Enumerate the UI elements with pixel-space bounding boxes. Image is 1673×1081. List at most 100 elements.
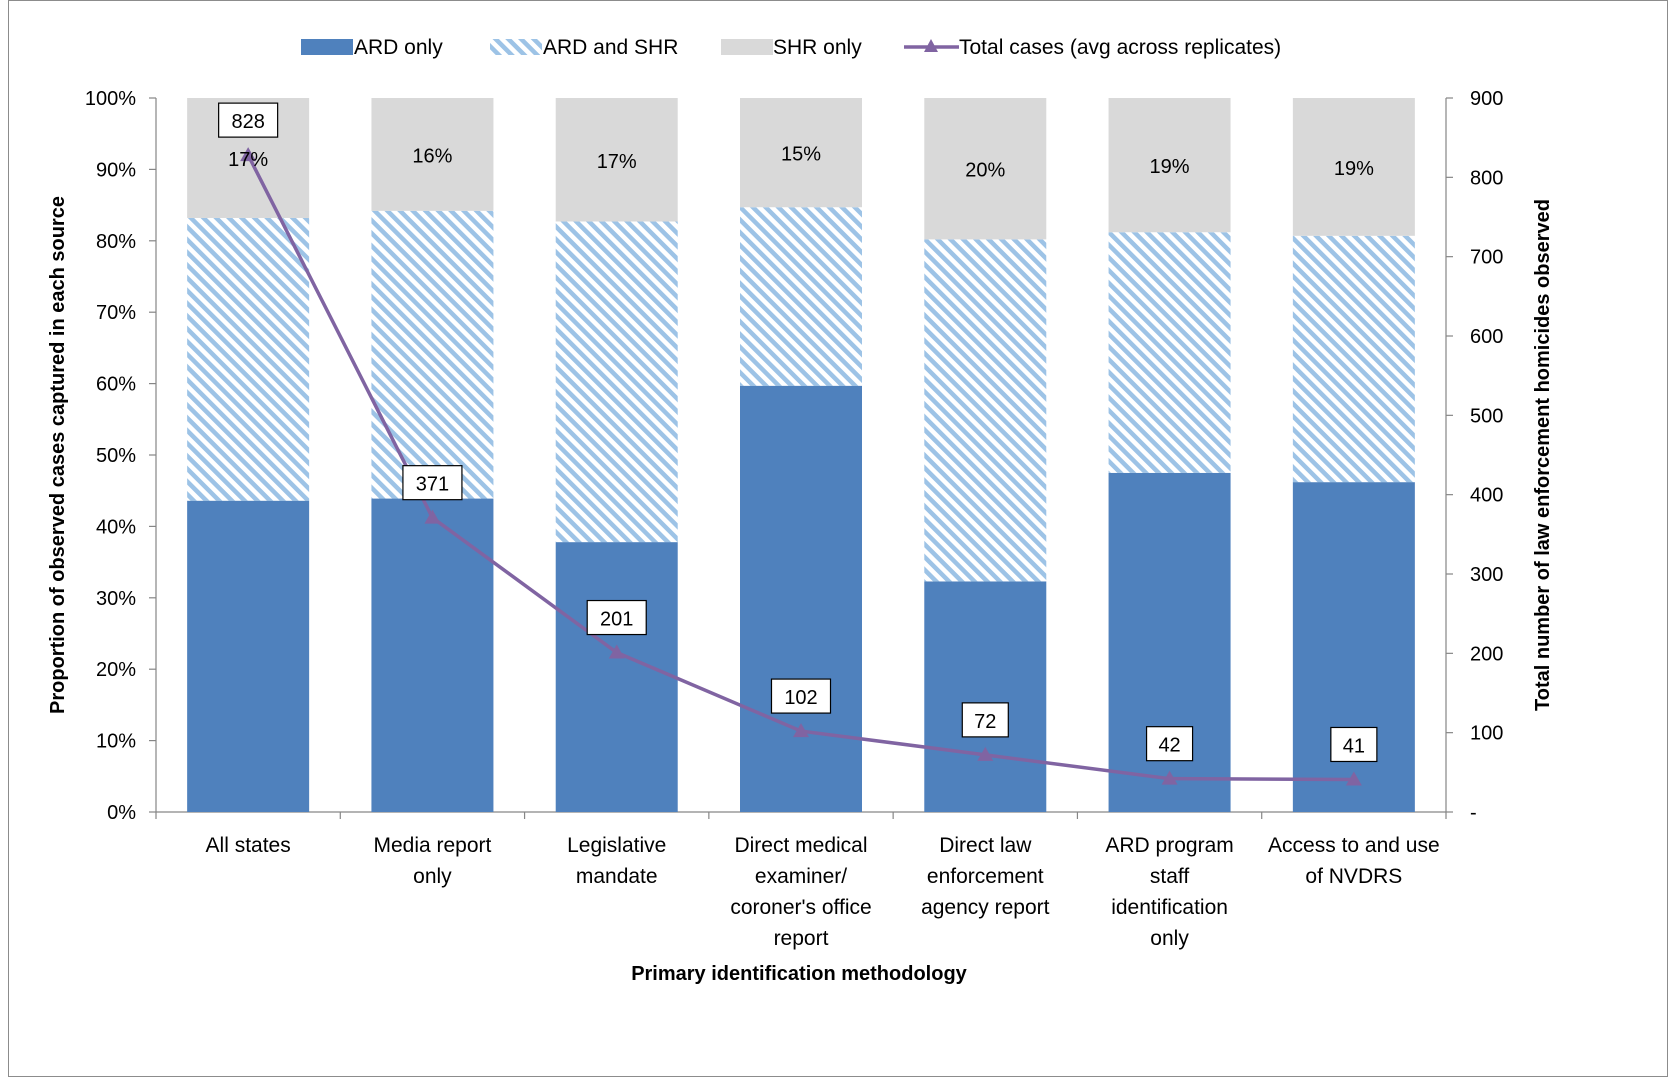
x-category-label-line: Legislative <box>567 834 666 857</box>
shr-only-data-label: 17% <box>597 151 637 173</box>
total-cases-label-box <box>1145 726 1194 762</box>
y2-tick-label: 100 <box>1470 723 1503 745</box>
bar-ard-and-shr <box>371 210 494 499</box>
bar-ard-and-shr <box>1108 232 1231 473</box>
shr-only-data-label: 16% <box>412 145 452 167</box>
x-category-label: Media report only <box>373 834 491 888</box>
x-category-label-line: examiner/ <box>755 865 847 888</box>
bar-shr-only <box>371 98 494 211</box>
y-tick-label: 0% <box>107 802 136 824</box>
bar-ard-and-shr <box>1292 235 1415 483</box>
legend: ARD only ARD and SHR SHR only Total case… <box>301 36 1281 59</box>
y-tick-label: 30% <box>96 588 136 610</box>
shr-only-data-label: 15% <box>781 144 821 166</box>
x-category-label-line: Direct medical <box>734 834 867 857</box>
bar-ard-only <box>924 581 1047 812</box>
x-category-label-line: report <box>774 927 829 950</box>
x-category-label: ARD program staff identification only <box>1105 834 1233 950</box>
bar-shr-only <box>1292 98 1415 236</box>
y2-tick-label: 200 <box>1470 643 1503 665</box>
total-cases-data-label: 371 <box>416 474 449 496</box>
total-cases-label-box <box>586 599 647 636</box>
bar-shr-only <box>924 98 1047 240</box>
shr-only-data-label: 17% <box>228 149 268 171</box>
x-category-label-line: of NVDRS <box>1305 865 1402 888</box>
bar-ard-only <box>371 498 494 812</box>
y-tick-label: 70% <box>96 302 136 324</box>
x-category-label-line: ARD program <box>1105 834 1233 857</box>
total-cases-marker <box>1161 770 1178 785</box>
total-cases-data-label: 201 <box>600 609 633 631</box>
total-cases-marker <box>1345 771 1362 786</box>
y2-tick-label: 700 <box>1470 247 1503 269</box>
legend-swatch-ard-and-shr <box>490 39 542 55</box>
stacked-bar-chart: ARD only ARD and SHR SHR only Total case… <box>47 36 1554 985</box>
shr-only-data-label: 19% <box>1334 158 1374 180</box>
y2-tick-label: 600 <box>1470 326 1503 348</box>
y-tick-label: 80% <box>96 231 136 253</box>
x-category-label: Direct law enforcement agency report <box>921 834 1050 919</box>
total-cases-label-box <box>1330 726 1378 763</box>
bar-ard-and-shr <box>740 207 862 386</box>
legend-label-ard-and-shr: ARD and SHR <box>543 36 678 59</box>
x-category-label-line: All states <box>206 834 291 857</box>
bar-ard-only <box>1292 482 1415 812</box>
x-category-label-line: Media report <box>373 834 491 857</box>
y-tick-label: 100% <box>85 88 136 110</box>
total-cases-marker <box>424 509 441 524</box>
x-category-label-line: only <box>413 865 452 888</box>
total-cases-data-label: 41 <box>1343 735 1365 757</box>
y2-tick-label: 800 <box>1470 167 1503 189</box>
shr-only-data-label: 19% <box>1150 156 1190 178</box>
x-category-label: Legislative mandate <box>567 834 666 888</box>
legend-swatch-shr-only <box>721 39 773 55</box>
legend-item-ard-only: ARD only <box>301 36 443 59</box>
total-cases-marker <box>608 644 625 659</box>
total-cases-marker <box>977 746 994 761</box>
y-tick-label: 90% <box>96 159 136 181</box>
legend-label-shr-only: SHR only <box>773 36 862 59</box>
x-category-label-line: staff <box>1150 865 1189 888</box>
total-cases-data-label: 102 <box>784 687 817 709</box>
legend-swatch-ard-only <box>301 39 353 55</box>
bar-ard-only <box>740 385 862 812</box>
total-cases-data-label: 828 <box>231 111 264 133</box>
y2-tick-label: - <box>1470 802 1477 824</box>
shr-only-data-label: 20% <box>965 160 1005 182</box>
x-category-label-line: only <box>1150 927 1189 950</box>
bar-ard-and-shr <box>555 221 678 543</box>
x-category-label-line: mandate <box>576 865 658 888</box>
total-cases-marker <box>240 147 257 162</box>
total-cases-marker <box>793 723 809 738</box>
total-cases-data-label: 72 <box>974 711 996 733</box>
x-category-label: Direct medical examiner/coroner's office r… <box>730 834 871 950</box>
bar-shr-only <box>555 98 678 222</box>
y2-axis-title: Total number of law enforcement homicide… <box>1532 199 1554 711</box>
legend-item-total-cases: Total cases (avg across replicates) <box>904 36 1281 59</box>
x-category-label: Access to and use of NVDRS <box>1268 834 1440 888</box>
legend-label-ard-only: ARD only <box>354 36 443 59</box>
legend-label-total-cases: Total cases (avg across replicates) <box>959 36 1281 59</box>
y2-tick-label: 400 <box>1470 485 1503 507</box>
y-tick-label: 60% <box>96 374 136 396</box>
x-category-label-line: agency report <box>921 896 1050 919</box>
x-axis-categories: All states Media report only Legislative man… <box>206 834 1440 950</box>
bar-shr-only <box>740 98 862 208</box>
total-cases-label-box <box>770 678 832 714</box>
legend-item-ard-and-shr: ARD and SHR <box>490 36 678 59</box>
total-cases-label-box <box>402 465 463 501</box>
x-category-label-line: identification <box>1111 896 1228 919</box>
bar-ard-only <box>187 500 310 812</box>
x-category-label-line: enforcement <box>927 865 1044 888</box>
x-axis-title: Primary identification methodology <box>631 963 967 985</box>
y-axis-title: Proportion of observed cases captured in… <box>47 196 69 714</box>
y-tick-label: 40% <box>96 516 136 538</box>
data-labels: 17% 16% 17% 15% 20% 19% 19% 828 371 201 102 72 42 41 <box>218 102 1378 763</box>
total-cases-data-label: 42 <box>1158 735 1180 757</box>
y2-tick-label: 900 <box>1470 88 1503 110</box>
x-category-label-line: coroner's office <box>730 896 871 919</box>
total-cases-line <box>240 147 1362 786</box>
chart-frame: ARD only ARD and SHR SHR only Total case… <box>8 0 1668 1077</box>
y2-tick-label: 300 <box>1470 564 1503 586</box>
legend-swatch-total-cases-marker <box>924 39 938 52</box>
